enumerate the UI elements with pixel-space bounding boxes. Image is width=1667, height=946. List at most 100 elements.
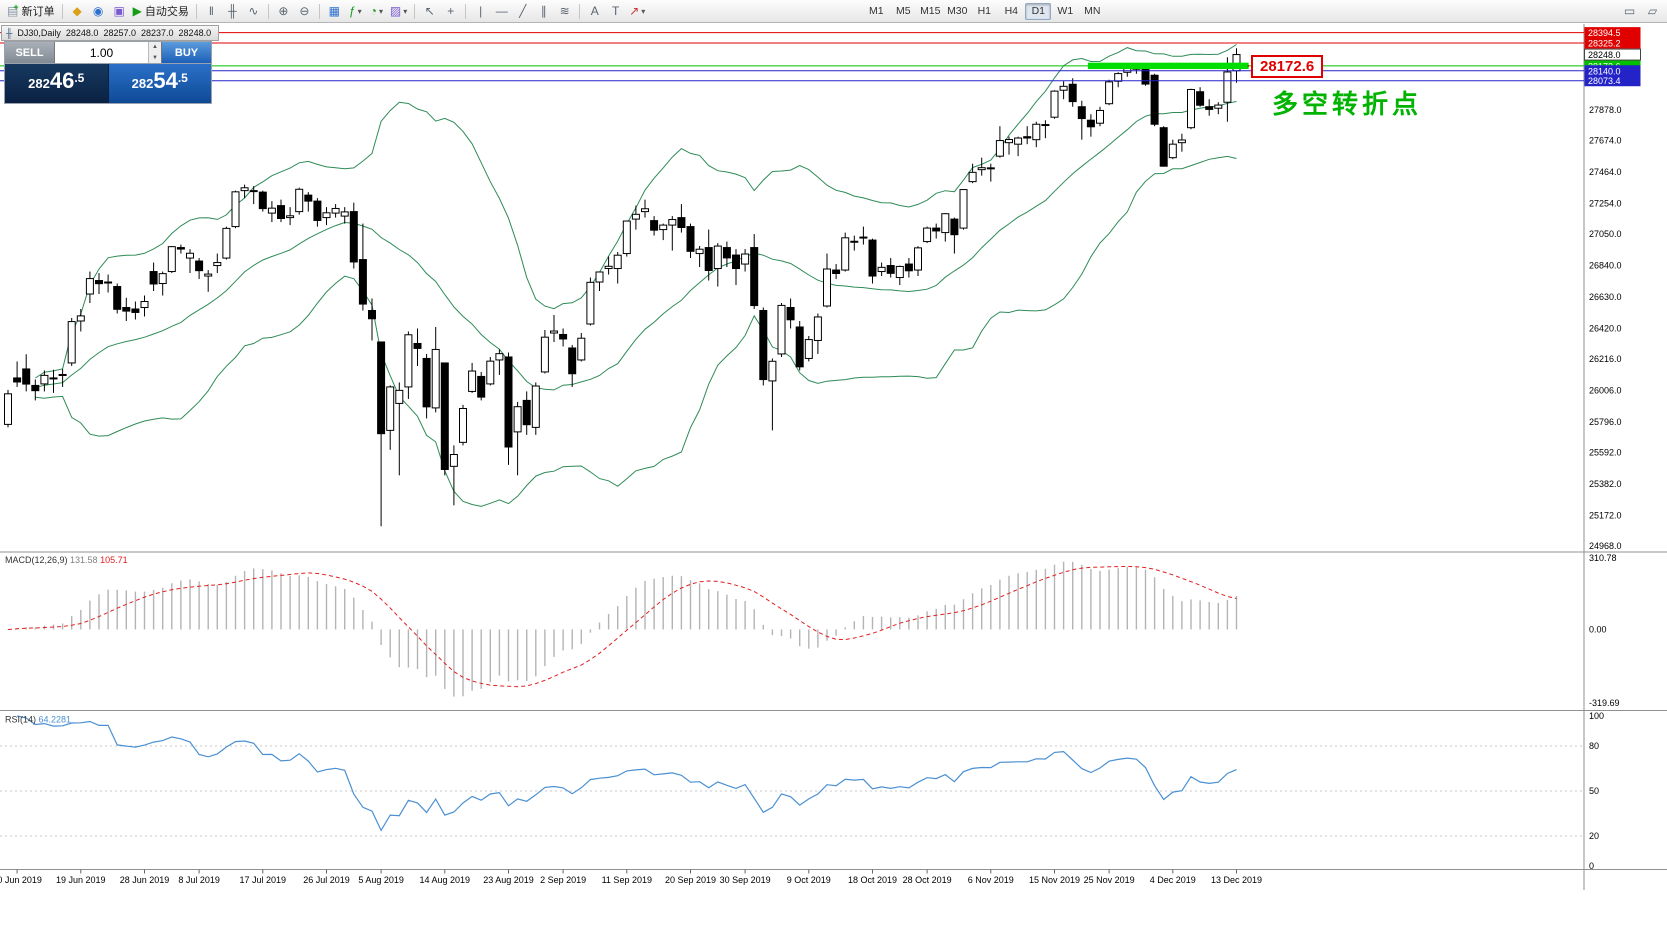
price-digits: 282 [131,76,154,91]
candle [122,297,131,321]
fibonacci-button[interactable]: ≋ [554,2,575,21]
macd-histogram-bar [180,580,182,630]
text-tool-button[interactable]: A [584,2,605,21]
zoom-out-button[interactable]: ⊖ [294,2,315,21]
vertical-line-button[interactable]: | [470,2,491,21]
candle [941,213,950,242]
line-chart-button[interactable]: ∿ [243,2,264,21]
tile-windows-button[interactable]: ▦ [324,2,345,21]
macd-histogram-bar [1199,600,1201,630]
volume-stepper[interactable]: ▲ ▼ [148,42,161,63]
candle [176,244,185,254]
candle-body [586,281,595,325]
templates-button[interactable]: ▨ ▾ [387,2,410,21]
macd-histogram-bar [1190,599,1192,630]
candle [358,223,367,311]
candle [113,283,122,314]
candle-body [904,263,913,272]
timeframe-button-H1[interactable]: H1 [971,3,997,20]
cursor-button[interactable]: ↖ [419,2,440,21]
macd-histogram-bar [671,575,673,630]
candle-body [859,236,868,239]
zoom-in-button[interactable]: ⊕ [273,2,294,21]
timeframe-group: M1 M5 M15 M30 H1 H4 D1 W1 MN [863,2,1105,20]
volume-value[interactable]: 1.00 [89,45,114,60]
horizontal-line-button[interactable]: — [491,2,512,21]
macd-histogram-bar [1181,601,1183,630]
timeframe-button-M15[interactable]: M15 [917,3,943,20]
buy-button[interactable]: BUY [161,42,211,63]
candle-body [313,200,322,221]
indicators-icon: ƒ [348,4,356,18]
spinner-down-icon[interactable]: ▼ [149,52,161,63]
crosshair-button[interactable]: + [440,2,461,21]
date-label: 6 Nov 2019 [968,875,1014,885]
macd-histogram-bar [562,629,564,651]
candle [422,353,431,419]
candle [1023,126,1032,145]
macd-histogram-bar [389,629,391,658]
period-button[interactable]: ◔ ▾ [366,2,387,21]
price-callout: 28172.6 [1251,55,1324,78]
timeframe-button-M30[interactable]: M30 [944,3,970,20]
bid-price[interactable]: 282 46.5 [5,64,108,103]
bar-chart-icon: ‖ [208,4,214,18]
community-button[interactable]: ◉ [88,2,109,21]
timeframe-button-M5[interactable]: M5 [890,3,916,20]
chevron-down-icon: ▾ [641,6,646,16]
candle-body [76,315,85,322]
candle [295,187,304,215]
bar-chart-button[interactable]: ‖ [201,2,222,21]
macd-histogram-bar [307,576,309,630]
arrows-tool-button[interactable]: ↗ ▾ [626,2,648,21]
text-label-button[interactable]: T [605,2,626,21]
timeframe-button-H4[interactable]: H4 [998,3,1024,20]
macd-histogram-bar [435,629,437,676]
candle [1105,79,1114,106]
autotrading-button[interactable]: ▶ 自动交易 [130,2,192,21]
new-order-button[interactable]: ▤ + 新订单 [4,2,58,21]
mql5-button[interactable]: ◆ [67,2,88,21]
window-arrange-button[interactable]: ▭ [1619,2,1640,21]
candle-body [49,377,58,380]
date-axis[interactable]: 10 Jun 2019 19 Jun 2019 28 Jun 2019 8 Jul 2… [0,869,1262,886]
support-highlight-segment[interactable] [1087,62,1249,70]
candle-body [459,407,467,443]
market-button[interactable]: ▣ [109,2,130,21]
candle [622,220,631,257]
channel-button[interactable]: ∥ [533,2,554,21]
ask-price[interactable]: 282 54.5 [107,64,211,103]
candle [195,258,204,280]
timeframe-button-MN[interactable]: MN [1079,3,1105,20]
trendline-button[interactable]: ╱ [512,2,533,21]
macd-histogram-bar [1026,571,1028,630]
timeframe-button-M1[interactable]: M1 [863,3,889,20]
trendline-icon: ╱ [519,4,527,18]
axis-label: -319.69 [1589,698,1620,708]
window-cascade-button[interactable]: ▱ [1642,2,1663,21]
macd-histogram-bar [871,616,874,630]
date-label: 15 Nov 2019 [1029,875,1080,885]
timeframe-button-D1[interactable]: D1 [1025,2,1052,20]
macd-histogram-bar [1072,561,1074,630]
template-icon: ▨ [389,4,402,18]
candle [67,317,76,366]
macd-histogram-bar [462,629,464,697]
candle [604,256,613,275]
candle-body [31,384,40,392]
macd-histogram-bar [407,629,410,668]
candlestick-chart-button[interactable]: ╫ [222,2,243,21]
volume-field[interactable]: 1.00 ▲ ▼ [55,42,161,63]
chevron-down-icon: ▾ [357,6,362,16]
macd-histogram-bar [298,575,300,630]
timeframe-button-W1[interactable]: W1 [1052,3,1078,20]
candle-body [868,239,877,277]
indicators-button[interactable]: ƒ ▾ [345,2,366,21]
axis-label: 25172.0 [1589,510,1622,520]
macd-histogram-bar [1035,569,1037,630]
spinner-up-icon[interactable]: ▲ [149,42,161,53]
macd-pane [7,561,1238,697]
play-icon: ▶ [132,4,142,18]
sell-button[interactable]: SELL [5,42,55,63]
